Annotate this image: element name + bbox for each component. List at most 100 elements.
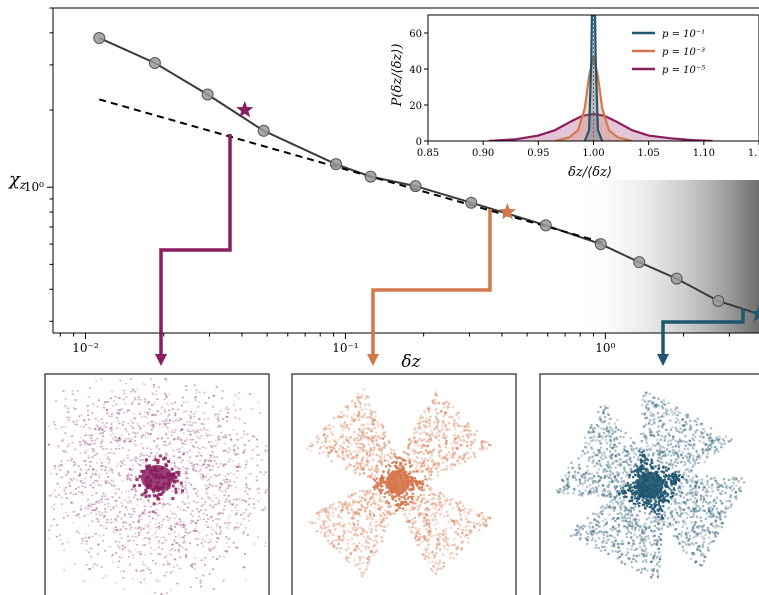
cluster-site <box>114 436 117 438</box>
cluster-site <box>693 552 696 555</box>
cluster-site <box>598 440 601 443</box>
cluster-site <box>462 439 465 442</box>
cluster-site <box>402 467 405 470</box>
cluster-site <box>663 450 666 453</box>
cluster-site <box>179 468 182 470</box>
cluster-site <box>422 452 425 455</box>
cluster-site <box>99 484 102 487</box>
cluster-site <box>156 461 160 465</box>
cluster-site <box>369 521 372 524</box>
cluster-site <box>643 462 646 465</box>
cluster-site <box>451 462 454 465</box>
cluster-site <box>408 472 411 475</box>
cluster-site <box>78 415 81 418</box>
cluster-site <box>713 450 716 453</box>
cluster-site <box>84 477 87 480</box>
cluster-site <box>217 435 220 437</box>
cluster-site <box>615 437 618 440</box>
cluster-site <box>323 428 326 431</box>
cluster-site <box>350 517 353 520</box>
cluster-site <box>679 508 682 512</box>
cluster-site <box>179 450 182 452</box>
cluster-site <box>710 446 713 449</box>
cluster-site <box>666 448 669 451</box>
cluster-site <box>206 493 209 496</box>
cluster-site <box>199 469 202 472</box>
cluster-site <box>130 425 133 427</box>
cluster-site <box>408 496 411 499</box>
cluster-site <box>169 553 172 556</box>
cluster-site <box>91 535 94 538</box>
cluster-site <box>166 454 169 456</box>
cluster-site <box>325 425 328 428</box>
cluster-site <box>184 556 187 559</box>
cluster-site <box>438 563 441 566</box>
cluster-site <box>204 476 207 478</box>
cluster-site <box>185 389 188 391</box>
cluster-site <box>174 558 177 561</box>
cluster-site <box>642 555 645 558</box>
cluster-site <box>315 512 318 515</box>
cluster-site <box>173 526 176 528</box>
cluster-site <box>370 476 373 479</box>
cluster-site <box>202 476 205 478</box>
cluster-site <box>456 422 459 425</box>
cluster-site <box>116 427 118 429</box>
cluster-site <box>604 523 607 526</box>
cluster-site <box>458 507 461 510</box>
cluster-site <box>248 497 251 500</box>
cluster-site <box>707 501 710 504</box>
cluster-site <box>446 541 449 544</box>
cluster-site <box>650 458 653 461</box>
cluster-site <box>215 385 218 388</box>
cluster-site <box>189 462 192 465</box>
cluster-site <box>211 548 214 550</box>
cluster-site <box>364 507 367 510</box>
cluster-site <box>416 498 419 501</box>
cluster-site <box>428 552 431 555</box>
cluster-site <box>353 413 356 416</box>
cluster-site <box>305 447 308 450</box>
cluster-site <box>588 456 591 459</box>
cluster-site <box>465 424 468 427</box>
cluster-site <box>426 518 429 521</box>
cluster-site <box>104 426 107 428</box>
cluster-site <box>611 446 614 450</box>
cluster-site <box>183 472 186 475</box>
cluster-site <box>664 466 667 469</box>
cluster-site <box>181 442 184 445</box>
cluster-site <box>438 402 441 405</box>
cluster-site <box>225 498 228 500</box>
cluster-site <box>327 452 330 455</box>
cluster-site <box>455 442 458 445</box>
cluster-site <box>347 462 350 465</box>
cluster-site <box>477 521 480 524</box>
cluster-site <box>190 424 193 427</box>
cluster-site <box>369 511 372 514</box>
cluster-site <box>619 463 622 466</box>
cluster-site <box>424 513 428 517</box>
cluster-site <box>234 513 237 516</box>
cluster-site <box>438 453 441 456</box>
cluster-site <box>609 426 612 429</box>
cluster-site <box>644 535 647 538</box>
cluster-site <box>655 404 658 407</box>
cluster-site <box>717 483 720 486</box>
cluster-site <box>426 555 429 558</box>
cluster-site <box>131 513 134 516</box>
cluster-site <box>722 511 725 514</box>
cluster-site <box>650 576 653 579</box>
cluster-site <box>604 456 607 459</box>
cluster-site <box>102 435 105 438</box>
cluster-site <box>392 512 395 515</box>
cluster-site <box>76 390 79 392</box>
cluster-site <box>99 458 102 461</box>
cluster-site <box>402 459 405 462</box>
cluster-site <box>411 518 414 521</box>
cluster-site <box>97 427 100 430</box>
cluster-site <box>135 460 137 462</box>
cluster-site <box>662 505 665 508</box>
cluster-site <box>356 462 359 465</box>
legend-label-p3: p = 10⁻³ <box>662 47 705 58</box>
cluster-site <box>148 411 150 413</box>
